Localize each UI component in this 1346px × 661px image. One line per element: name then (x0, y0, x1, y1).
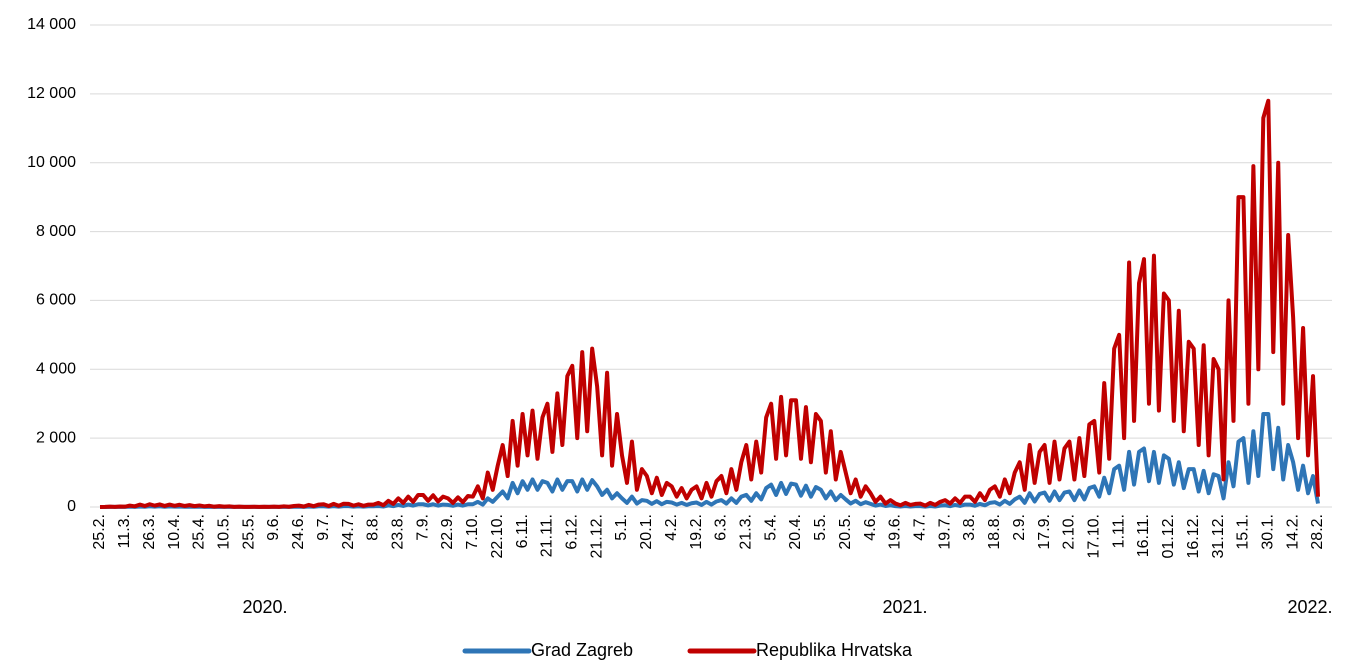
x-tick-label: 1.11. (1110, 514, 1127, 548)
x-tick-label: 23.8. (390, 514, 407, 550)
x-tick-label: 19.6. (887, 514, 904, 550)
x-tick-label: 21.11. (539, 514, 556, 557)
x-tick-label: 4.2. (663, 514, 680, 541)
x-tick-label: 9.7. (315, 514, 332, 541)
x-tick-label: 2.10. (1061, 514, 1078, 550)
x-tick-label: 10.5. (216, 514, 233, 550)
y-tick-label: 8 000 (36, 223, 76, 240)
x-tick-label: 5.1. (613, 514, 630, 541)
x-tick-label: 22.9. (439, 514, 456, 550)
x-tick-label: 4.7. (912, 514, 929, 541)
x-tick-label: 20.4. (787, 514, 804, 550)
x-tick-label: 15.1. (1235, 514, 1252, 550)
x-tick-label: 4.6. (862, 514, 879, 541)
x-tick-label: 25.2. (91, 514, 108, 550)
y-tick-label: 4 000 (36, 361, 76, 378)
year-label: 2022. (1287, 597, 1332, 617)
x-tick-label: 19.2. (688, 514, 705, 550)
x-tick-label: 6.3. (713, 514, 730, 541)
y-tick-label: 14 000 (27, 16, 76, 33)
y-tick-label: 2 000 (36, 429, 76, 446)
x-tick-label: 01.12. (1160, 514, 1177, 558)
y-tick-label: 0 (67, 498, 76, 515)
year-label: 2021. (882, 597, 927, 617)
legend-label: Republika Hrvatska (756, 640, 913, 660)
x-tick-label: 6.11. (514, 514, 531, 548)
x-tick-label: 5.5. (812, 514, 829, 541)
x-tick-label: 14.2. (1284, 514, 1301, 550)
x-tick-label: 7.9. (414, 514, 431, 541)
y-tick-label: 12 000 (27, 85, 76, 102)
x-tick-label: 8.8. (365, 514, 382, 541)
x-tick-label: 22.10. (489, 514, 506, 558)
x-tick-label: 17.10. (1086, 514, 1103, 558)
legend-label: Grad Zagreb (531, 640, 633, 660)
x-tick-label: 25.5. (240, 514, 257, 550)
x-tick-label: 26.3. (141, 514, 158, 550)
x-tick-label: 10.4. (166, 514, 183, 550)
x-tick-label: 17.9. (1036, 514, 1053, 550)
x-tick-label: 19.7. (936, 514, 953, 550)
y-tick-label: 10 000 (27, 154, 76, 171)
x-tick-label: 20.1. (638, 514, 655, 550)
x-tick-label: 24.6. (290, 514, 307, 550)
y-tick-label: 6 000 (36, 292, 76, 309)
x-tick-label: 20.5. (837, 514, 854, 550)
x-tick-label: 9.6. (265, 514, 282, 541)
x-tick-label: 21.12. (588, 514, 605, 558)
x-tick-label: 31.12. (1210, 514, 1227, 558)
x-tick-label: 25.4. (191, 514, 208, 550)
x-tick-label: 24.7. (340, 514, 357, 550)
x-tick-label: 3.8. (961, 514, 978, 541)
x-tick-label: 18.8. (986, 514, 1003, 550)
x-tick-label: 6.12. (564, 514, 581, 550)
x-tick-label: 11.3. (116, 514, 133, 548)
series-line (99, 98, 1320, 509)
year-label: 2020. (242, 597, 287, 617)
x-tick-label: 2.9. (1011, 514, 1028, 541)
x-tick-label: 21.3. (738, 514, 755, 550)
x-tick-label: 7.10. (464, 514, 481, 550)
x-tick-label: 16.11. (1135, 514, 1152, 557)
x-tick-label: 16.12. (1185, 514, 1202, 558)
x-tick-label: 28.2. (1309, 514, 1326, 550)
x-tick-label: 5.4. (762, 514, 779, 541)
x-tick-label: 30.1. (1260, 514, 1277, 550)
